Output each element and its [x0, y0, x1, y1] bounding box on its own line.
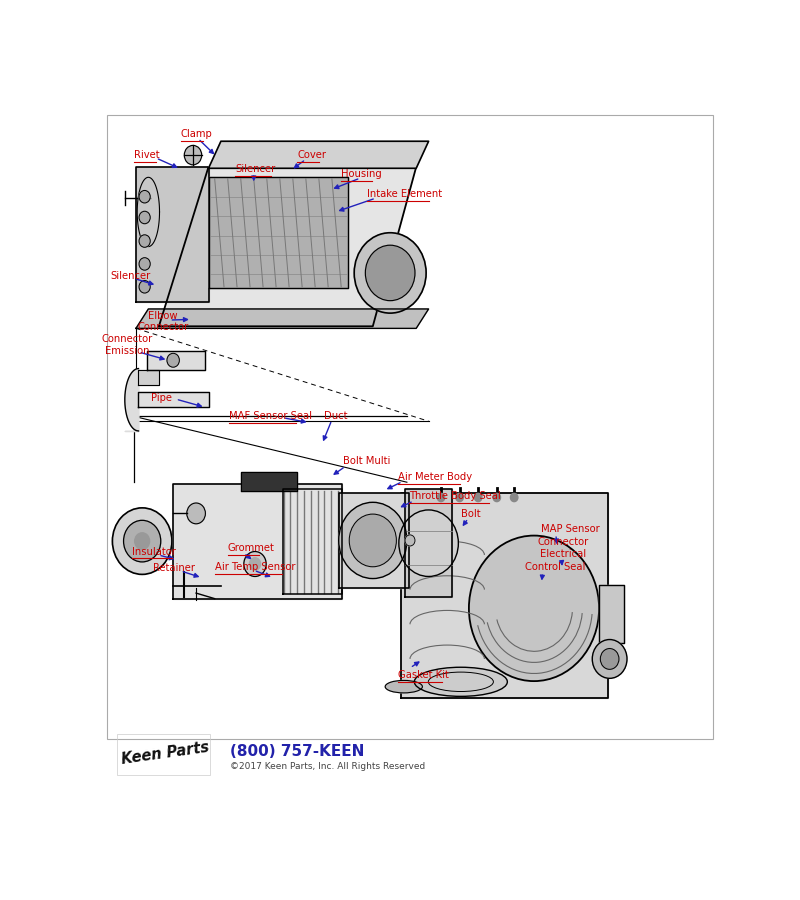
- Circle shape: [493, 493, 501, 501]
- Text: Gasket Kit: Gasket Kit: [398, 670, 449, 680]
- Circle shape: [250, 558, 261, 571]
- Text: Housing: Housing: [341, 169, 382, 179]
- Text: Cover: Cover: [297, 150, 326, 160]
- Text: ©2017 Keen Parts, Inc. All Rights Reserved: ©2017 Keen Parts, Inc. All Rights Reserv…: [230, 761, 426, 770]
- Text: Insulator: Insulator: [132, 546, 176, 556]
- Circle shape: [405, 535, 415, 546]
- Circle shape: [600, 649, 619, 670]
- Ellipse shape: [414, 667, 507, 697]
- Text: Keen Parts: Keen Parts: [120, 741, 210, 768]
- Circle shape: [510, 493, 518, 501]
- Polygon shape: [146, 351, 206, 370]
- Circle shape: [399, 510, 458, 577]
- Circle shape: [338, 502, 407, 579]
- Text: Intake Element: Intake Element: [366, 189, 442, 199]
- Circle shape: [139, 257, 150, 270]
- Text: Bolt Multi: Bolt Multi: [343, 456, 390, 466]
- Polygon shape: [159, 166, 416, 327]
- Text: Connector
Electrical: Connector Electrical: [538, 537, 589, 559]
- Text: Air Temp Sensor: Air Temp Sensor: [214, 562, 295, 572]
- Circle shape: [134, 533, 150, 549]
- Polygon shape: [209, 141, 429, 168]
- Circle shape: [167, 354, 179, 367]
- Polygon shape: [138, 392, 209, 408]
- Circle shape: [438, 493, 445, 501]
- Polygon shape: [209, 177, 348, 288]
- Polygon shape: [138, 370, 159, 385]
- Polygon shape: [173, 483, 342, 598]
- Text: Rivet: Rivet: [134, 150, 160, 160]
- Text: Bolt: Bolt: [461, 509, 481, 519]
- Circle shape: [139, 212, 150, 224]
- Text: Throttle Body Seal: Throttle Body Seal: [409, 491, 501, 501]
- Circle shape: [244, 552, 266, 577]
- Text: Clamp: Clamp: [181, 130, 212, 140]
- Circle shape: [469, 536, 599, 681]
- Polygon shape: [136, 309, 429, 328]
- Polygon shape: [401, 492, 608, 698]
- Circle shape: [354, 233, 426, 313]
- Polygon shape: [405, 490, 452, 597]
- Polygon shape: [599, 585, 624, 643]
- Circle shape: [139, 235, 150, 248]
- Ellipse shape: [386, 680, 422, 693]
- Circle shape: [112, 508, 172, 574]
- Text: MAP Sensor: MAP Sensor: [542, 525, 600, 535]
- Text: Elbow
Connector: Elbow Connector: [138, 310, 189, 332]
- Circle shape: [456, 493, 463, 501]
- Text: Control Seal: Control Seal: [526, 562, 586, 572]
- Circle shape: [592, 640, 627, 679]
- Text: Retainer: Retainer: [153, 563, 194, 573]
- Circle shape: [474, 493, 482, 501]
- Polygon shape: [136, 166, 209, 302]
- Text: MAF Sensor Seal: MAF Sensor Seal: [229, 410, 312, 420]
- Text: Pipe: Pipe: [151, 392, 172, 402]
- Circle shape: [186, 503, 206, 524]
- Text: (800) 757-KEEN: (800) 757-KEEN: [230, 743, 365, 759]
- Text: Silencer: Silencer: [110, 271, 150, 281]
- Text: Duct: Duct: [325, 410, 348, 420]
- Circle shape: [184, 146, 202, 165]
- Circle shape: [139, 281, 150, 293]
- Text: Grommet: Grommet: [228, 543, 274, 553]
- Circle shape: [139, 191, 150, 202]
- Text: Air Meter Body: Air Meter Body: [398, 472, 472, 482]
- Polygon shape: [242, 472, 297, 491]
- Polygon shape: [338, 492, 409, 588]
- Circle shape: [350, 514, 396, 567]
- Circle shape: [366, 245, 415, 301]
- Text: Silencer: Silencer: [235, 164, 275, 174]
- Circle shape: [123, 520, 161, 562]
- Text: Connector
Emission: Connector Emission: [102, 334, 153, 356]
